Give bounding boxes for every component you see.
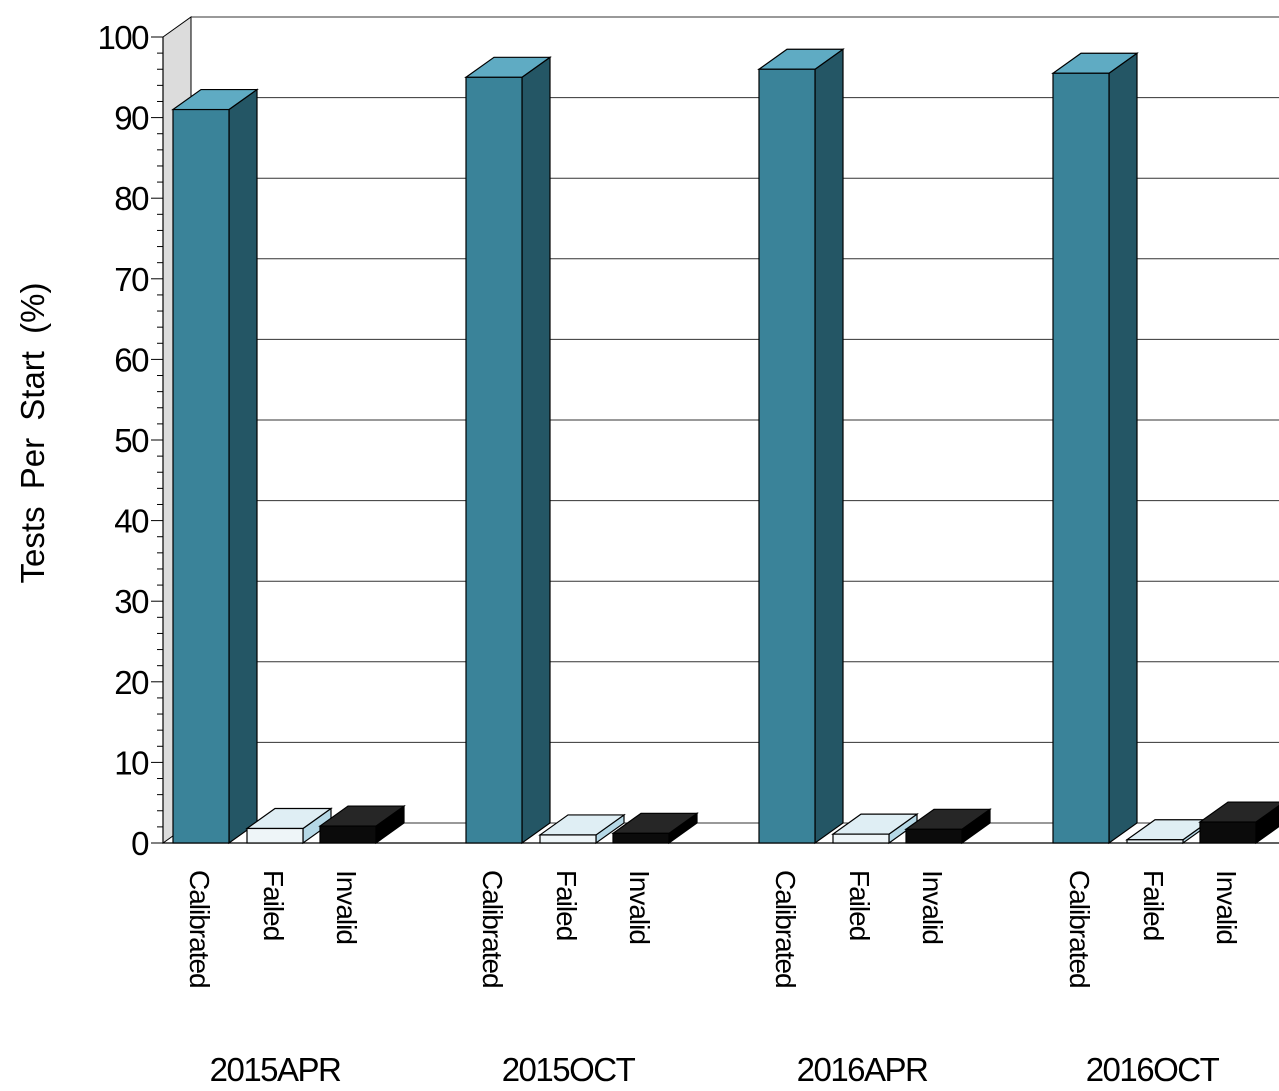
bar-front-face — [465, 76, 523, 844]
bar-side-face — [1108, 52, 1138, 845]
bar-2015apr-failed — [245, 807, 333, 845]
category-labels: Calibrated Failed Invalid 2015APR Calibrated… — [184, 870, 1242, 1088]
y-tick-label: 70 — [114, 261, 149, 298]
bar-2016apr-failed — [831, 812, 919, 845]
bar-2015oct-failed — [538, 813, 626, 845]
bar-front-face — [1126, 839, 1184, 844]
bar-2015oct-invalid — [611, 812, 699, 845]
y-tick-label: 90 — [114, 100, 149, 137]
y-tick-label: 100 — [97, 19, 149, 56]
bar-2015oct-calibrated — [464, 56, 552, 845]
category-tick-label: Failed — [551, 870, 582, 940]
y-tick-label: 10 — [114, 744, 149, 781]
group-label: 2015OCT — [502, 1051, 636, 1088]
bar-side-face — [814, 48, 844, 845]
bar-2016oct-calibrated — [1051, 52, 1139, 845]
bar-front-face — [246, 827, 304, 844]
category-tick-label: Invalid — [331, 870, 362, 944]
category-tick-label: Invalid — [1211, 870, 1242, 944]
y-axis: 0 10 20 30 40 50 60 70 80 90 100 — [97, 19, 164, 862]
category-tick-label: Failed — [844, 870, 875, 940]
bar-2016apr-invalid — [904, 808, 992, 845]
y-tick-label: 20 — [114, 664, 149, 701]
y-tick-label: 40 — [114, 503, 149, 540]
category-tick-label: Calibrated — [770, 870, 801, 988]
bar-front-face — [832, 833, 890, 844]
y-tick-label: 50 — [114, 422, 149, 459]
bar-front-face — [758, 68, 816, 844]
bar-2016apr-calibrated — [757, 48, 845, 845]
category-tick-label: Calibrated — [1064, 870, 1095, 988]
group-label: 2016OCT — [1086, 1051, 1220, 1088]
category-tick-label: Calibrated — [184, 870, 215, 988]
bar-front-face — [612, 832, 670, 844]
bar-front-face — [905, 828, 963, 844]
category-tick-label: Invalid — [917, 870, 948, 944]
category-tick-label: Failed — [258, 870, 289, 940]
bar-front-face — [539, 834, 597, 844]
y-tick-label: 60 — [114, 341, 149, 378]
bar-2016oct-invalid — [1198, 801, 1279, 845]
y-tick-label: 80 — [114, 180, 149, 217]
bar-2015apr-calibrated — [171, 88, 259, 845]
bars — [171, 48, 1279, 845]
y-tick-label: 0 — [131, 825, 149, 862]
y-axis-title: Tests Per Start (%) — [14, 283, 51, 584]
bar-front-face — [319, 825, 377, 844]
bar-front-face — [172, 108, 230, 844]
bar-side-face — [521, 56, 551, 845]
group-label: 2015APR — [210, 1051, 341, 1088]
category-tick-label: Failed — [1138, 870, 1169, 940]
category-tick-label: Calibrated — [477, 870, 508, 988]
group-label: 2016APR — [797, 1051, 928, 1088]
bar-front-face — [1052, 72, 1110, 844]
bar-front-face — [1199, 821, 1257, 844]
category-tick-label: Invalid — [624, 870, 655, 944]
bar-side-face — [228, 88, 258, 845]
bar-2015apr-invalid — [318, 804, 406, 845]
y-tick-label: 30 — [114, 583, 149, 620]
